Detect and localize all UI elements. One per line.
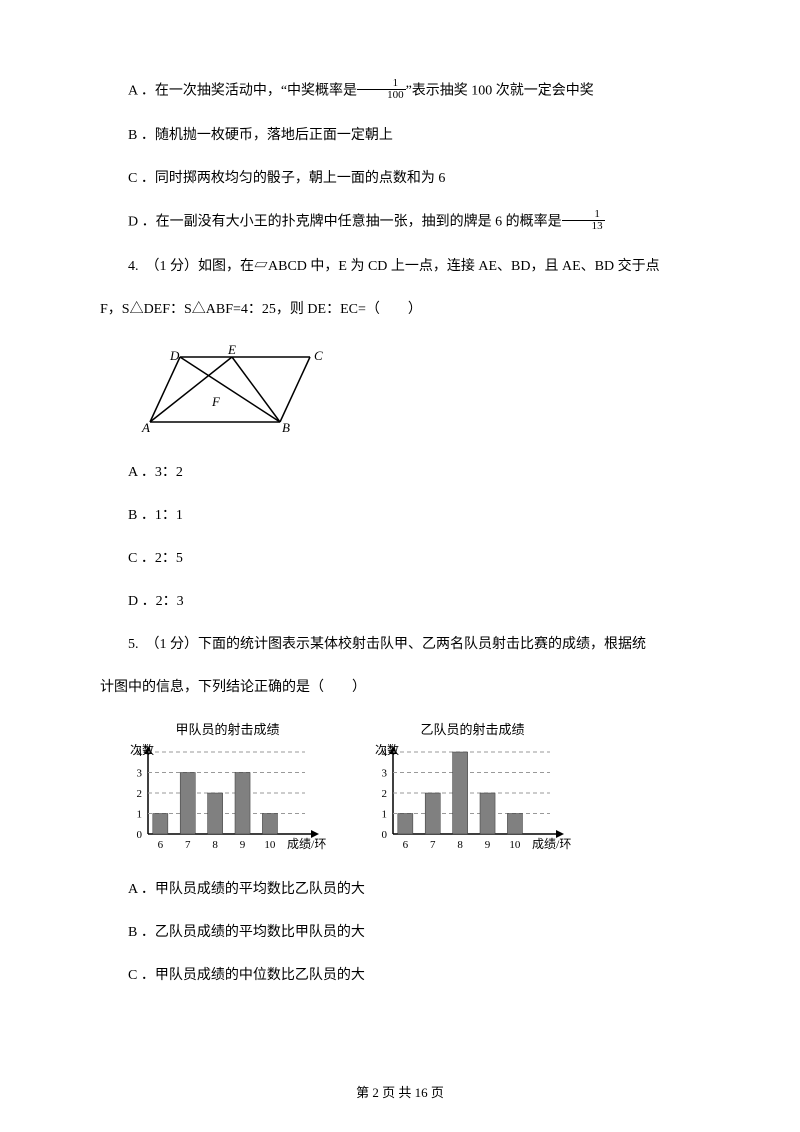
q3-optA-pre: A ．在一次抽奖活动中，“中奖概率是 [128,84,357,99]
q4-diagram: A B C D E F [140,342,700,444]
q3-option-c: C ．同时掷两枚均匀的骰子，朝上一面的点数和为 6 [100,168,700,189]
q4-option-a: A ．3：2 [100,462,700,483]
svg-text:1: 1 [382,808,388,820]
svg-text:2: 2 [382,788,388,800]
svg-text:9: 9 [240,839,246,851]
q5-option-c: C ．甲队员成绩的中位数比乙队员的大 [100,965,700,986]
svg-text:9: 9 [485,839,491,851]
svg-text:D: D [169,348,180,363]
fraction-1-13: 113 [562,209,605,232]
svg-text:成绩/环: 成绩/环 [287,837,326,851]
q3-option-b: B ．随机抛一枚硬币，落地后正面一定朝上 [100,125,700,146]
chart-jia: 甲队员的射击成绩 12340次数678910成绩/环 [120,720,335,861]
svg-text:A: A [141,420,150,435]
svg-text:3: 3 [382,767,388,779]
svg-text:次数: 次数 [375,744,399,757]
svg-text:10: 10 [264,839,276,851]
svg-text:C: C [314,348,323,363]
q5-option-b: B ．乙队员成绩的平均数比甲队员的大 [100,922,700,943]
q5-stem-line2: 计图中的信息，下列结论正确的是（ ） [100,677,700,698]
svg-text:0: 0 [382,829,388,841]
svg-text:6: 6 [403,839,409,851]
q4-option-d: D ．2：3 [100,591,700,612]
q3-optA-post: ”表示抽奖 100 次就一定会中奖 [406,84,594,99]
chart-yi-title: 乙队员的射击成绩 [365,720,580,740]
svg-text:成绩/环: 成绩/环 [532,837,571,851]
q5-option-a: A ．甲队员成绩的平均数比乙队员的大 [100,879,700,900]
svg-text:F: F [211,394,221,409]
svg-text:7: 7 [430,839,436,851]
fraction-1-100: 1100 [357,78,406,101]
svg-text:1: 1 [137,808,143,820]
svg-text:B: B [282,420,290,435]
svg-text:3: 3 [137,767,143,779]
svg-text:2: 2 [137,788,143,800]
q5-charts: 甲队员的射击成绩 12340次数678910成绩/环 乙队员的射击成绩 1234… [120,720,700,861]
q4-option-c: C ．2：5 [100,548,700,569]
chart-jia-title: 甲队员的射击成绩 [120,720,335,740]
svg-text:次数: 次数 [130,744,154,757]
q5-stem-line1: 5. （1 分）下面的统计图表示某体校射击队甲、乙两名队员射击比赛的成绩，根据统 [100,634,700,655]
svg-text:6: 6 [158,839,164,851]
q4-stem-line2: F，S△DEF：S△ABF=4：25，则 DE：EC=（ ） [100,299,700,320]
svg-text:0: 0 [137,829,143,841]
q3-option-a: A ．在一次抽奖活动中，“中奖概率是1100”表示抽奖 100 次就一定会中奖 [100,80,700,103]
svg-text:E: E [227,342,236,357]
q3-option-d: D ．在一副没有大小王的扑克牌中任意抽一张，抽到的牌是 6 的概率是113 [100,211,700,234]
chart-yi: 乙队员的射击成绩 12340次数678910成绩/环 [365,720,580,861]
svg-text:8: 8 [457,839,463,851]
q3-optD-pre: D ．在一副没有大小王的扑克牌中任意抽一张，抽到的牌是 6 的概率是 [128,215,562,230]
svg-text:10: 10 [509,839,521,851]
q4-option-b: B ．1：1 [100,505,700,526]
svg-text:7: 7 [185,839,191,851]
svg-text:8: 8 [212,839,218,851]
q4-stem-line1: 4. （1 分）如图，在▱ABCD 中，E 为 CD 上一点，连接 AE、BD，… [100,256,700,277]
page-footer: 第 2 页 共 16 页 [0,1083,800,1103]
